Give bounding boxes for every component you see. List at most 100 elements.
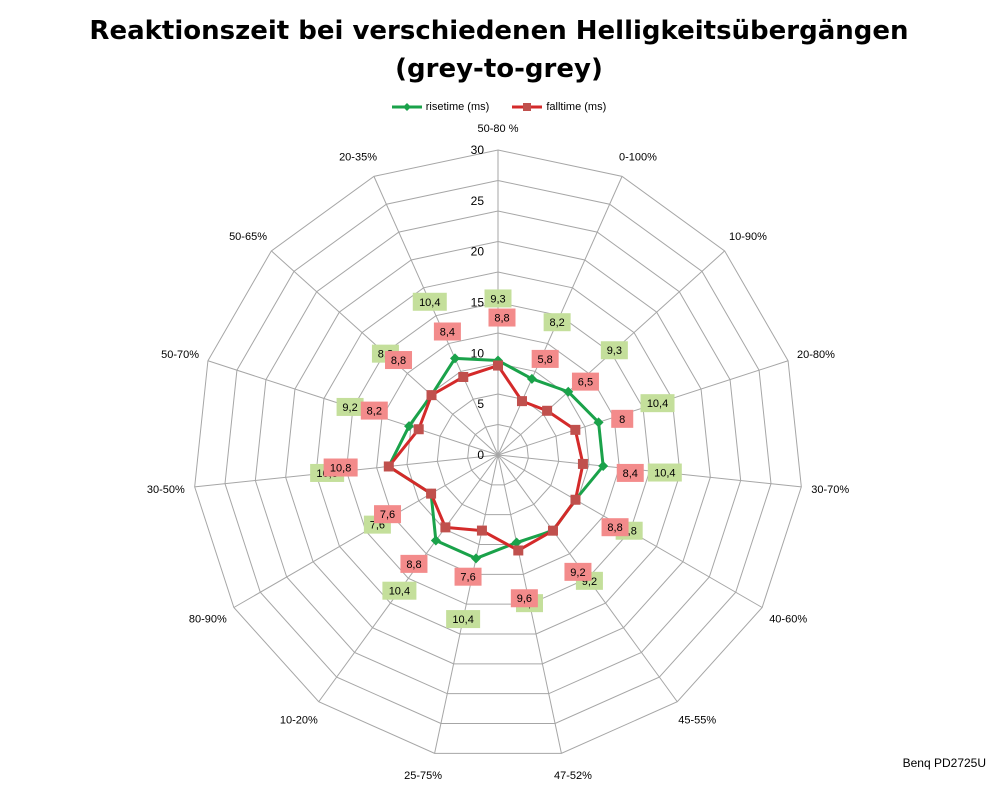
axis-tick-label: 25 (471, 194, 485, 208)
falltime-data-label: 9,2 (570, 567, 585, 579)
footer-model-label: Benq PD2725U (902, 756, 986, 770)
risetime-data-label-box (446, 610, 481, 629)
grid-ring (224, 179, 772, 725)
axis-tick-label: 15 (471, 296, 485, 310)
risetime-point (404, 421, 415, 432)
falltime-point (570, 424, 581, 435)
spoke-line (373, 176, 499, 456)
falltime-point (493, 360, 503, 371)
axis-tick-label: 20 (471, 245, 485, 259)
spoke-line (318, 454, 499, 703)
falltime-data-label-box (400, 554, 428, 573)
falltime-data-label: 8,8 (391, 355, 406, 367)
risetime-data-label: 9,3 (490, 293, 505, 305)
legend-risetime-marker-icon (391, 103, 422, 111)
falltime-data-label: 8,8 (494, 313, 509, 325)
falltime-point (413, 424, 424, 435)
falltime-data-label-box (601, 518, 629, 537)
grid-ring (376, 332, 620, 575)
falltime-data-label: 8,4 (440, 327, 455, 339)
risetime-point (526, 373, 537, 384)
falltime-data-label: 7,6 (380, 509, 395, 521)
axis-tick-label: 10 (471, 346, 485, 360)
falltime-data-label-box (510, 589, 538, 608)
risetime-point (593, 417, 604, 428)
legend-falltime-marker-icon (512, 103, 543, 111)
category-label: 47-52% (554, 770, 592, 782)
risetime-point (449, 353, 460, 364)
legend-falltime-label: falltime (ms) (546, 101, 607, 113)
falltime-data-label: 7,6 (460, 572, 475, 584)
falltime-point (570, 494, 581, 505)
legend-risetime-label: risetime (ms) (425, 101, 490, 113)
falltime-data-label: 8 (619, 414, 625, 426)
falltime-point (458, 371, 469, 382)
risetime-data-label: 8,2 (549, 317, 564, 329)
risetime-data-label: 10,4 (452, 614, 473, 626)
risetime-series-line (387, 356, 605, 560)
falltime-point (547, 525, 558, 536)
risetime-data-label-box (382, 581, 417, 600)
chart-title-line-2: (grey-to-grey) (395, 54, 603, 84)
falltime-point (513, 545, 524, 556)
category-label: 30-50% (147, 484, 185, 496)
axis-tick-label: 0 (477, 448, 484, 462)
risetime-data-label: 10,4 (389, 586, 410, 598)
falltime-data-label-box (433, 322, 461, 341)
grid-ring (345, 301, 651, 605)
falltime-data-label-box (360, 401, 388, 420)
grid-ring (285, 240, 711, 665)
risetime-data-label: 9,2 (342, 402, 357, 414)
falltime-data-label-box (611, 409, 634, 428)
grid-ring (194, 149, 802, 754)
grid-ring (315, 271, 681, 635)
category-label: 20-35% (339, 151, 377, 163)
category-label: 25-75% (404, 770, 442, 782)
legend-entry-risetime: risetime (ms) (391, 101, 490, 113)
falltime-data-label: 8,8 (607, 522, 622, 534)
grid-ring (467, 423, 529, 486)
axis-tick-label: 5 (477, 397, 484, 411)
falltime-data-label: 9,6 (517, 593, 532, 605)
falltime-point (426, 488, 437, 499)
spoke-line (434, 454, 499, 754)
risetime-data-label-box (336, 397, 364, 416)
risetime-data-label-box (543, 313, 571, 332)
falltime-data-label: 10,8 (330, 463, 351, 475)
category-label: 40-60% (769, 614, 807, 626)
falltime-series-line (387, 364, 585, 552)
risetime-point (598, 461, 609, 472)
falltime-data-label-box (564, 562, 592, 581)
grid-ring (436, 393, 560, 516)
falltime-data-label-box (454, 567, 482, 586)
category-label: 80-90% (189, 614, 227, 626)
falltime-point (426, 390, 437, 401)
falltime-point (542, 405, 553, 416)
falltime-data-label: 8,8 (406, 559, 421, 571)
chart-title: Reaktionszeit bei verschiedenen Helligke… (0, 12, 998, 88)
falltime-point (383, 461, 394, 472)
chart-title-line-1: Reaktionszeit bei verschiedenen Helligke… (89, 16, 909, 46)
falltime-point (577, 458, 588, 469)
falltime-data-label-box (488, 308, 516, 327)
risetime-data-label-box (484, 289, 512, 308)
legend-entry-falltime: falltime (ms) (512, 101, 606, 113)
grid-ring (254, 210, 742, 695)
falltime-data-label: 8,2 (367, 406, 382, 418)
category-label: 30-70% (811, 484, 849, 496)
category-label: 10-90% (729, 231, 767, 243)
risetime-data-label: 9,3 (607, 345, 622, 357)
risetime-point (471, 553, 482, 564)
category-label: 10-20% (280, 715, 318, 727)
falltime-data-label: 5,8 (538, 354, 553, 366)
risetime-point (430, 535, 441, 546)
risetime-data-label-box (600, 341, 628, 360)
falltime-data-label-box (616, 463, 644, 482)
risetime-data-label-box (412, 292, 447, 311)
risetime-point (563, 386, 574, 397)
category-label: 50-80 % (478, 123, 519, 135)
falltime-data-label-box (385, 351, 413, 370)
risetime-data-label: 10,4 (654, 468, 675, 480)
category-label: 20-80% (797, 349, 835, 361)
